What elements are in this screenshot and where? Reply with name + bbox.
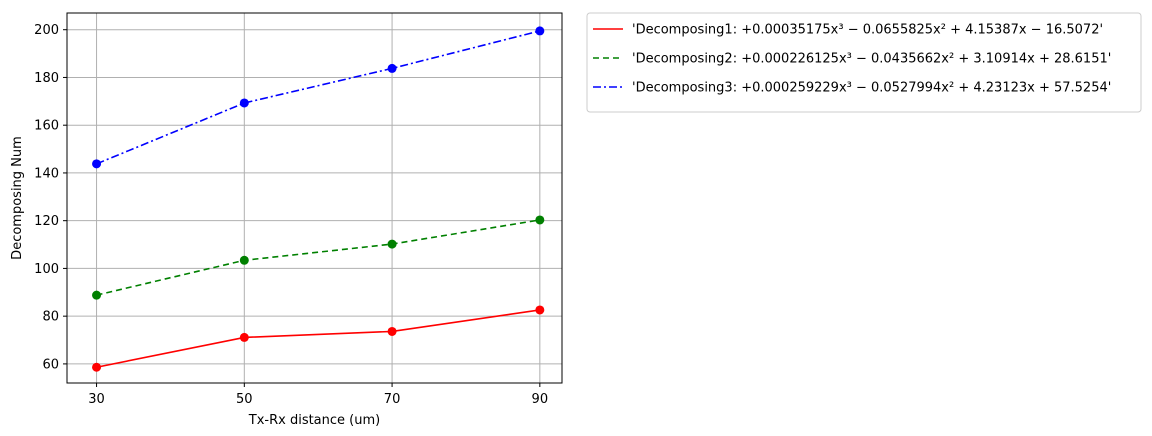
y-tick-label: 160 — [34, 119, 59, 134]
data-point — [535, 215, 545, 225]
data-point — [239, 98, 249, 108]
x-axis-label: Tx-Rx distance (um) — [248, 413, 380, 428]
data-point — [92, 159, 102, 169]
data-point — [92, 362, 102, 372]
data-point — [535, 305, 545, 315]
plot-frame — [66, 12, 563, 384]
data-point — [387, 239, 397, 249]
y-tick-label: 100 — [34, 262, 59, 277]
y-axis-label: Decomposing Num — [10, 136, 25, 260]
series-line-3 — [96, 30, 541, 165]
data-point — [239, 255, 249, 265]
series-line-2 — [96, 219, 540, 296]
x-tick-label: 70 — [384, 392, 401, 407]
y-tick-label: 80 — [42, 310, 59, 325]
x-tick-label: 90 — [532, 392, 549, 407]
x-tick-label: 50 — [236, 392, 253, 407]
grid — [67, 13, 562, 383]
y-tick-label: 180 — [34, 71, 59, 86]
data-point — [387, 326, 397, 336]
data-point — [92, 290, 102, 300]
data-point — [387, 63, 397, 73]
axis-ticks: 30 50 70 90 60 80 100 120 140 160 180 200 — [34, 23, 548, 407]
series-line-1 — [96, 309, 540, 369]
legend: 'Decomposing1: +0.00035175x³ − 0.0655825… — [586, 12, 1142, 113]
legend-entry-label: 'Decomposing2: +0.000226125x³ − 0.043566… — [632, 52, 1111, 67]
y-tick-label: 60 — [42, 357, 59, 372]
series-group — [92, 26, 545, 372]
legend-entry-label: 'Decomposing3: +0.000259229x³ − 0.052799… — [632, 81, 1111, 96]
legend-entry-label: 'Decomposing1: +0.00035175x³ − 0.0655825… — [632, 23, 1103, 38]
y-tick-label: 120 — [34, 214, 59, 229]
data-point — [239, 332, 249, 342]
data-point — [535, 26, 545, 36]
legend-box — [586, 12, 1142, 113]
y-tick-label: 140 — [34, 166, 59, 181]
x-tick-label: 30 — [88, 392, 105, 407]
y-tick-label: 200 — [34, 23, 59, 38]
